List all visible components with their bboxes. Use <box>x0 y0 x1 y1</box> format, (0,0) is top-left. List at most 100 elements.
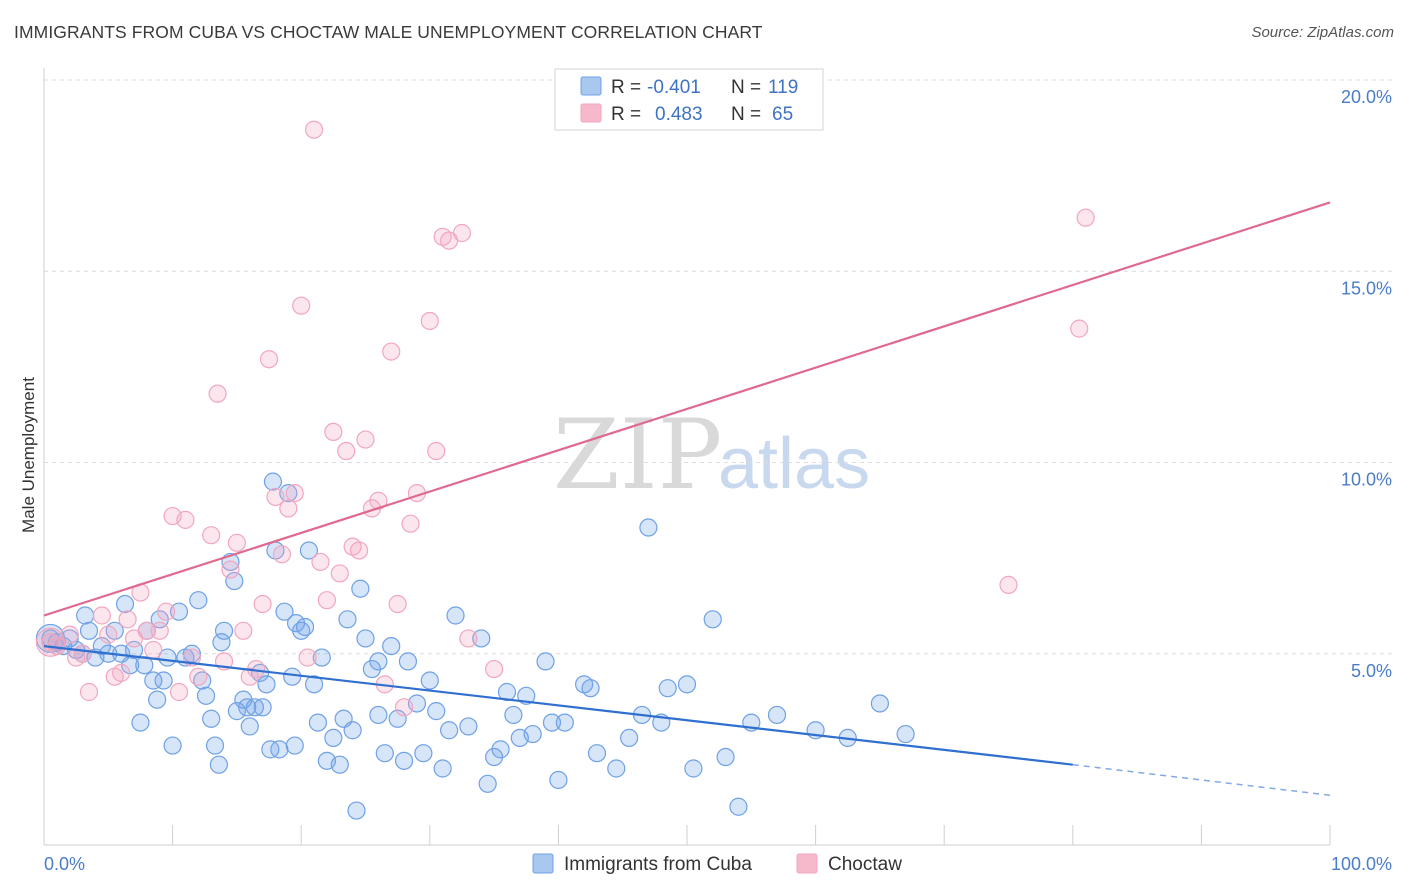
data-point <box>398 652 418 671</box>
data-point <box>163 736 182 755</box>
data-point <box>263 472 283 491</box>
bottom-legend-swatch-cuba <box>532 853 554 874</box>
data-point <box>275 602 294 621</box>
data-point <box>257 675 276 694</box>
data-point <box>279 499 298 518</box>
series-choctaw <box>35 120 1095 717</box>
data-point <box>401 514 420 533</box>
series-immigrants-from-cuba <box>35 472 915 820</box>
data-point <box>388 709 407 728</box>
data-point <box>478 774 497 793</box>
data-point <box>209 755 228 774</box>
data-point <box>999 575 1018 595</box>
data-point <box>169 602 189 621</box>
data-point <box>79 682 99 702</box>
data-point <box>208 384 227 403</box>
series-legend: Immigrants from Cuba Choctaw <box>532 853 902 875</box>
data-point <box>285 736 304 755</box>
legend-r-label-cuba: R = <box>611 77 641 98</box>
data-point <box>343 721 362 740</box>
trend-lines <box>43 201 1331 797</box>
data-point <box>356 629 375 648</box>
data-point <box>337 441 356 461</box>
data-point <box>292 296 311 315</box>
y-tick-labels: 5.0% 10.0% 15.0% 20.0% <box>1341 87 1392 681</box>
data-point <box>896 724 915 744</box>
data-point <box>427 702 446 721</box>
data-point <box>620 728 639 748</box>
bottom-legend-swatch-choctaw <box>796 853 818 874</box>
data-point <box>131 713 150 732</box>
data-point <box>427 441 446 461</box>
data-point <box>196 686 216 705</box>
data-point <box>549 770 568 790</box>
data-point <box>587 744 607 763</box>
data-point <box>266 487 285 507</box>
data-point <box>684 759 703 778</box>
data-point <box>189 667 208 686</box>
data-point <box>703 610 722 629</box>
data-point <box>118 610 137 629</box>
data-point <box>283 667 302 686</box>
legend-r-label-choctaw: R = <box>611 104 641 125</box>
data-point <box>60 625 79 644</box>
grid-lines <box>44 79 1392 655</box>
x-tick-label: 0.0% <box>44 854 85 874</box>
data-point <box>607 759 626 778</box>
data-point <box>394 698 414 717</box>
data-point <box>317 591 337 610</box>
data-point <box>677 675 697 694</box>
data-point <box>304 675 324 694</box>
y-tick-label: 10.0% <box>1341 470 1392 490</box>
data-point <box>369 705 388 725</box>
data-point <box>115 594 135 614</box>
data-point <box>304 120 324 139</box>
data-point <box>504 705 523 725</box>
chart-title: IMMIGRANTS FROM CUBA VS CHOCTAW MALE UNE… <box>14 22 763 42</box>
data-point <box>414 744 433 763</box>
x-tick-label: 100.0% <box>1331 854 1392 874</box>
data-point <box>214 621 234 640</box>
data-point <box>227 533 246 552</box>
data-point <box>112 663 131 682</box>
data-point <box>298 648 317 667</box>
data-point <box>79 621 99 640</box>
legend-swatch-choctaw <box>580 103 602 123</box>
data-point <box>285 484 304 503</box>
data-point <box>245 698 265 717</box>
data-point <box>330 564 349 583</box>
data-point <box>99 625 118 644</box>
data-point <box>150 621 169 640</box>
trend-line-cuba <box>43 645 1073 766</box>
data-point <box>369 652 388 671</box>
correlation-legend: R = -0.401 N = 119 R = 0.483 N = 65 <box>554 68 824 131</box>
data-point <box>459 717 478 736</box>
data-point <box>639 518 658 537</box>
data-point <box>1076 208 1095 227</box>
data-point <box>439 721 459 740</box>
data-point <box>716 747 735 767</box>
data-point <box>459 629 478 648</box>
data-point <box>189 591 208 610</box>
data-point <box>382 636 401 656</box>
data-point <box>227 702 246 721</box>
data-point <box>351 579 370 598</box>
data-point <box>767 705 787 725</box>
data-point <box>452 223 472 243</box>
data-point <box>555 713 574 732</box>
y-tick-label: 15.0% <box>1341 278 1392 298</box>
data-point <box>212 633 231 652</box>
data-point <box>137 621 156 640</box>
legend-n-label-cuba: N = <box>731 77 761 98</box>
data-point <box>238 698 257 717</box>
data-point <box>270 740 289 759</box>
trend-line-choctaw <box>43 201 1331 617</box>
y-axis-label: Male Unemployment <box>19 377 38 533</box>
data-point <box>330 755 349 774</box>
legend-n-label-choctaw: N = <box>731 104 761 125</box>
data-point <box>729 797 748 816</box>
data-point <box>420 311 439 331</box>
data-point <box>176 510 195 529</box>
data-point <box>240 717 259 736</box>
data-point <box>225 571 244 591</box>
